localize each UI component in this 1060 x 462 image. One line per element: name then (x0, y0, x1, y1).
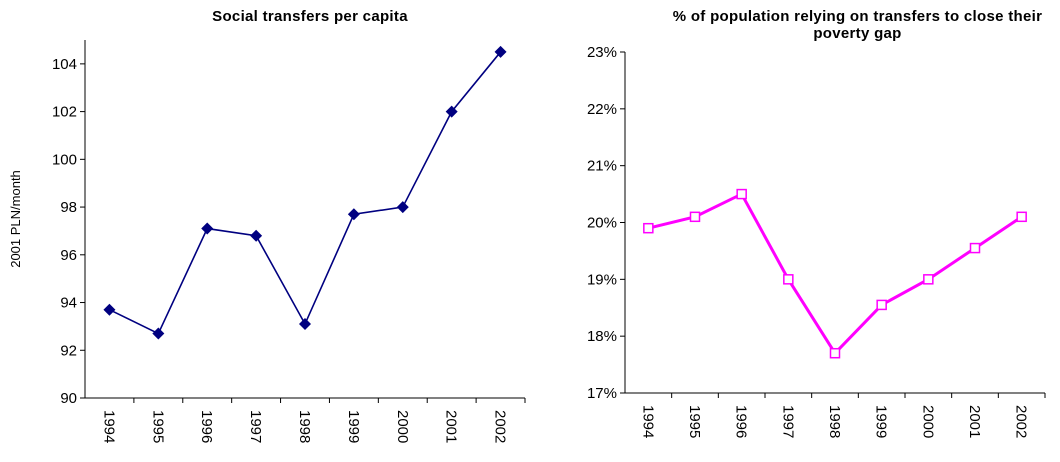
marker (643, 222, 654, 234)
marker (1016, 211, 1027, 223)
y-tick-label: 18% (587, 328, 617, 345)
y-tick-label: 94 (60, 295, 77, 312)
x-tick-label: 1996 (733, 405, 750, 438)
marker (250, 229, 263, 242)
x-tick-label: 2001 (966, 405, 983, 438)
x-tick-label: 1998 (296, 410, 313, 443)
chart-title: % of population relying on transfers to … (672, 8, 1043, 42)
y-tick-label: 19% (587, 271, 617, 288)
y-tick-label: 98 (60, 199, 77, 216)
x-tick-label: 1997 (779, 405, 796, 438)
y-tick-label: 90 (60, 390, 77, 407)
marker (876, 299, 887, 311)
marker (445, 105, 458, 118)
x-tick-label: 2000 (919, 405, 936, 438)
y-tick-label: 23% (587, 44, 617, 61)
series-line (647, 192, 1023, 356)
marker (299, 318, 311, 331)
x-tick-label: 2002 (1013, 405, 1030, 438)
x-tick-label: 1996 (198, 410, 215, 443)
y-tick-label: 96 (60, 247, 77, 264)
y-tick-label: 100 (52, 151, 77, 168)
y-tick-label: 102 (52, 104, 77, 121)
x-tick-label: 1999 (873, 405, 890, 438)
x-tick-label: 1995 (686, 405, 703, 438)
marker (201, 222, 214, 235)
x-tick-label: 2002 (492, 410, 509, 443)
y-tick-label: 20% (587, 215, 617, 232)
y-tick-label: 104 (52, 56, 77, 73)
marker (923, 274, 934, 285)
x-tick-label: 1999 (345, 410, 362, 443)
x-tick-label: 2000 (394, 410, 411, 443)
x-tick-label: 2001 (443, 410, 460, 443)
y-tick-label: 17% (587, 385, 617, 402)
y-tick-label: 22% (587, 101, 617, 118)
marker (152, 327, 165, 340)
marker (736, 188, 747, 200)
marker (494, 45, 507, 58)
marker (829, 347, 841, 359)
x-tick-label: 1994 (639, 405, 656, 438)
marker (103, 303, 116, 316)
marker (969, 242, 981, 254)
y-axis-label: 2001 PLN/month (8, 170, 23, 268)
chart-title: Social transfers per capita (212, 8, 408, 25)
x-tick-label: 1997 (247, 410, 264, 443)
marker (783, 274, 794, 285)
y-tick-label: 21% (587, 158, 617, 175)
x-tick-label: 1995 (149, 410, 166, 443)
y-tick-label: 92 (60, 342, 77, 359)
series-line (109, 51, 502, 335)
x-tick-label: 1998 (826, 405, 843, 438)
marker (396, 201, 409, 214)
x-tick-label: 1994 (100, 410, 117, 443)
marker (347, 208, 360, 221)
marker (689, 211, 701, 223)
